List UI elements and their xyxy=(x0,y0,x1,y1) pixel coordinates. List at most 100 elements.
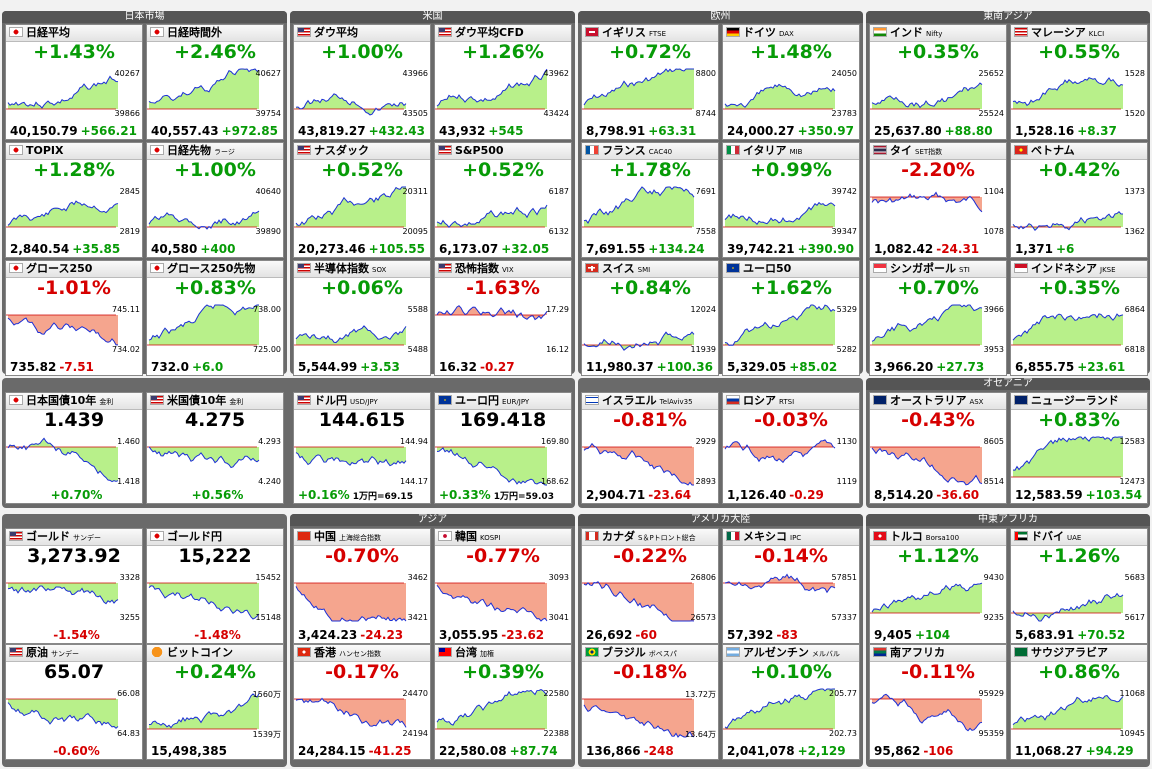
price-line xyxy=(871,304,983,342)
market-tile[interactable]: スイス SMI 12024 11939 +0.84% 11,980.37 +100.36 xyxy=(581,260,719,376)
tile-header: 日経先物 ラージ xyxy=(147,143,283,160)
market-tile[interactable]: ゴールド サンデー 3328 3255 3,273.92 -1.54% xyxy=(5,528,143,644)
market-tile[interactable]: オーストラリア ASX 8605 8514 -0.43% 8,514.20 -36.60 xyxy=(869,392,1007,504)
change-percent: +1.43% xyxy=(33,41,115,63)
low-label: 1520 xyxy=(1124,109,1145,118)
market-tile[interactable]: イタリア MIB 39742 39347 +0.99% 39,742.21 +390.90 xyxy=(722,142,860,258)
last-price: 11,068.27 xyxy=(1015,744,1083,758)
price-change: +8.37 xyxy=(1077,124,1117,138)
low-label: 5488 xyxy=(407,345,428,354)
low-label: 5617 xyxy=(1124,613,1145,622)
price-change: +94.29 xyxy=(1085,744,1134,758)
market-tile[interactable]: ユーロ円 EUR/JPY 169.80 168.62 169.418 +0.33% 1万円=… xyxy=(434,392,572,504)
market-tile[interactable]: メキシコ IPC 57851 57337 -0.14% 57,392 -83 xyxy=(722,528,860,644)
change-percent: -1.01% xyxy=(37,277,111,299)
index-name: 恐怖指数 xyxy=(455,262,499,275)
intraday-chart xyxy=(6,582,119,605)
index-name: フランス xyxy=(602,144,646,157)
tile-header: スイス SMI xyxy=(582,261,718,278)
market-tile[interactable]: 半導体指数 SOX 5588 5488 +0.06% 5,544.99 +3.53 xyxy=(293,260,431,376)
market-tile[interactable]: トルコ Borsa100 9430 9235 +1.12% 9,405 +104 xyxy=(869,528,1007,644)
market-tile[interactable]: 香港 ハンセン指数 24470 24194 -0.17% 24,284.15 -41.25 xyxy=(293,644,431,760)
high-label: 2845 xyxy=(119,187,140,196)
price-line xyxy=(871,693,983,732)
low-label: 9235 xyxy=(983,613,1004,622)
flag-icon xyxy=(9,263,23,273)
last-price: +0.33% xyxy=(439,488,491,502)
price-line-row: 2,840.54 +35.85 xyxy=(10,242,140,256)
market-tile[interactable]: ダウ平均 43966 43505 +1.00% 43,819.27 +432.43 xyxy=(293,24,431,140)
intraday-chart xyxy=(294,186,406,228)
market-tile[interactable]: イスラエル TelAviv35 2929 2893 -0.81% 2,904.71 -23.… xyxy=(581,392,719,504)
price-change: +3.53 xyxy=(360,360,400,374)
market-tile[interactable]: カナダ S＆Pトロント総合 26806 26573 -0.22% 26,692 -60 xyxy=(581,528,719,644)
low-label: 1119 xyxy=(836,477,857,486)
market-tile[interactable]: 日経平均 40267 39866 +1.43% 40,150.79 +566.21 xyxy=(5,24,143,140)
market-tile[interactable]: 韓国 KOSPI 3093 3041 -0.77% 3,055.95 -23.62 xyxy=(434,528,572,644)
index-name: ドル円 xyxy=(314,394,347,407)
index-subtitle: EUR/JPY xyxy=(502,398,530,406)
market-tile[interactable]: グロース250 745.11 734.02 -1.01% 735.82 -7.51 xyxy=(5,260,143,376)
market-tile[interactable]: 米国債10年 金利 4.293 4.240 4.275 +0.56% xyxy=(146,392,284,504)
market-tile[interactable]: ドイツ DAX 24050 23783 +1.48% 24,000.27 +350.97 xyxy=(722,24,860,140)
price-change: +70.52 xyxy=(1077,628,1126,642)
market-tile[interactable]: ベトナム 1373 1362 +0.42% 1,371 +6 xyxy=(1010,142,1148,258)
market-tile[interactable]: アルゼンチン メルバル 205.77 202.73 +0.10% 2,041,078 +2,… xyxy=(722,644,860,760)
market-tile[interactable]: ナスダック 20311 20095 +0.52% 20,273.46 +105.55 xyxy=(293,142,431,258)
low-label: 39866 xyxy=(114,109,140,118)
market-tile[interactable]: シンガポール STI 3966 3953 +0.70% 3,966.20 +27.73 xyxy=(869,260,1007,376)
market-tile[interactable]: インド Nifty 25652 25524 +0.35% 25,637.80 +88.80 xyxy=(869,24,1007,140)
market-tile[interactable]: ニュージーランド 12583 12473 +0.83% 12,583.59 +103.54 xyxy=(1010,392,1148,504)
index-name: タイ xyxy=(890,144,912,157)
high-label: 4.293 xyxy=(258,437,281,446)
market-tile[interactable]: 日経時間外 40627 39754 +2.46% 40,557.43 +972.85 xyxy=(146,24,284,140)
market-tile[interactable]: タイ SET指数 1104 1078 -2.20% 1,082.42 -24.31 xyxy=(869,142,1007,258)
market-tile[interactable]: インドネシア JKSE 6864 6818 +0.35% 6,855.75 +23.61 xyxy=(1010,260,1148,376)
market-tile[interactable]: フランス CAC40 7691 7558 +1.78% 7,691.55 +134.24 xyxy=(581,142,719,258)
market-tile[interactable]: 台湾 加権 22580 22388 +0.39% 22,580.08 +87.74 xyxy=(434,644,572,760)
price-line xyxy=(436,584,548,622)
low-label: 3255 xyxy=(119,613,140,622)
price-line-row: 1,082.42 -24.31 xyxy=(874,242,1004,256)
market-tile[interactable]: 恐怖指数 VIX 17.29 16.12 -1.63% 16.32 -0.27 xyxy=(434,260,572,376)
low-label: 12473 xyxy=(1119,477,1145,486)
market-tile[interactable]: ビットコイン 1560万 1539万 +0.24% 15,498,385 xyxy=(146,644,284,760)
tile-header: シンガポール STI xyxy=(870,261,1006,278)
index-name: ゴールド xyxy=(26,530,70,543)
market-tile[interactable]: ダウ平均CFD 43962 43424 +1.26% 43,932 +545 xyxy=(434,24,572,140)
price-line xyxy=(724,201,836,226)
market-tile[interactable]: S&P500 6187 6132 +0.52% 6,173.07 +32.05 xyxy=(434,142,572,258)
index-name: ベトナム xyxy=(1031,144,1075,157)
market-tile[interactable]: マレーシア KLCI 1528 1520 +0.55% 1,528.16 +8.37 xyxy=(1010,24,1148,140)
price-line-row: +0.16% 1万円=69.15 xyxy=(298,488,428,502)
market-tile[interactable]: ゴールド円 15452 15148 15,222 -1.48% xyxy=(146,528,284,644)
market-tile[interactable]: ブラジル ボベスパ 13.72万 13.64万 -0.18% 136,866 -248 xyxy=(581,644,719,760)
market-tile[interactable]: ドル円 USD/JPY 144.94 144.17 144.615 +0.16% 1万円=6… xyxy=(293,392,431,504)
high-label: 9430 xyxy=(983,573,1004,582)
low-label: 725.00 xyxy=(253,345,281,354)
market-tile[interactable]: ドバイ UAE 5683 5617 +1.26% 5,683.91 +70.52 xyxy=(1010,528,1148,644)
change-percent: +0.72% xyxy=(609,41,691,63)
market-tile[interactable]: イギリス FTSE 8800 8744 +0.72% 8,798.91 +63.31 xyxy=(581,24,719,140)
market-tile[interactable]: TOPIX 2845 2819 +1.28% 2,840.54 +35.85 xyxy=(5,142,143,258)
market-tile[interactable]: 南アフリカ 95929 95359 -0.11% 95,862 -106 xyxy=(869,644,1007,760)
high-label: 5588 xyxy=(407,305,428,314)
low-label: 168.62 xyxy=(541,477,569,486)
market-tile[interactable]: ユーロ50 5329 5282 +1.62% 5,329.05 +85.02 xyxy=(722,260,860,376)
intraday-chart xyxy=(870,693,983,732)
market-tile[interactable]: ロシア RTSI 1130 1119 -0.03% 1,126.40 -0.29 xyxy=(722,392,860,504)
index-subtitle: STI xyxy=(959,266,970,274)
market-tile[interactable]: サウジアラビア 11068 10945 +0.86% 11,068.27 +94.29 xyxy=(1010,644,1148,760)
tile-header: メキシコ IPC xyxy=(723,529,859,546)
market-tile[interactable]: グロース250先物 738.00 725.00 +0.83% 732.0 +6.0 xyxy=(146,260,284,376)
price-line xyxy=(436,447,547,486)
market-tile[interactable]: 中国 上海総合指数 3462 3421 -0.70% 3,424.23 -24.23 xyxy=(293,528,431,644)
market-tile[interactable]: 日経先物 ラージ 40640 39890 +1.00% 40,580 +400 xyxy=(146,142,284,258)
price-change: +6.0 xyxy=(191,360,224,374)
low-label: 202.73 xyxy=(829,729,857,738)
high-label: 39742 xyxy=(831,187,857,196)
market-tile[interactable]: 原油 サンデー 66.08 64.83 65.07 -0.60% xyxy=(5,644,143,760)
market-tile[interactable]: 日本国債10年 金利 1.460 1.418 1.439 +0.70% xyxy=(5,392,143,504)
index-name: 米国債10年 xyxy=(167,394,227,407)
price-line xyxy=(1012,592,1124,622)
